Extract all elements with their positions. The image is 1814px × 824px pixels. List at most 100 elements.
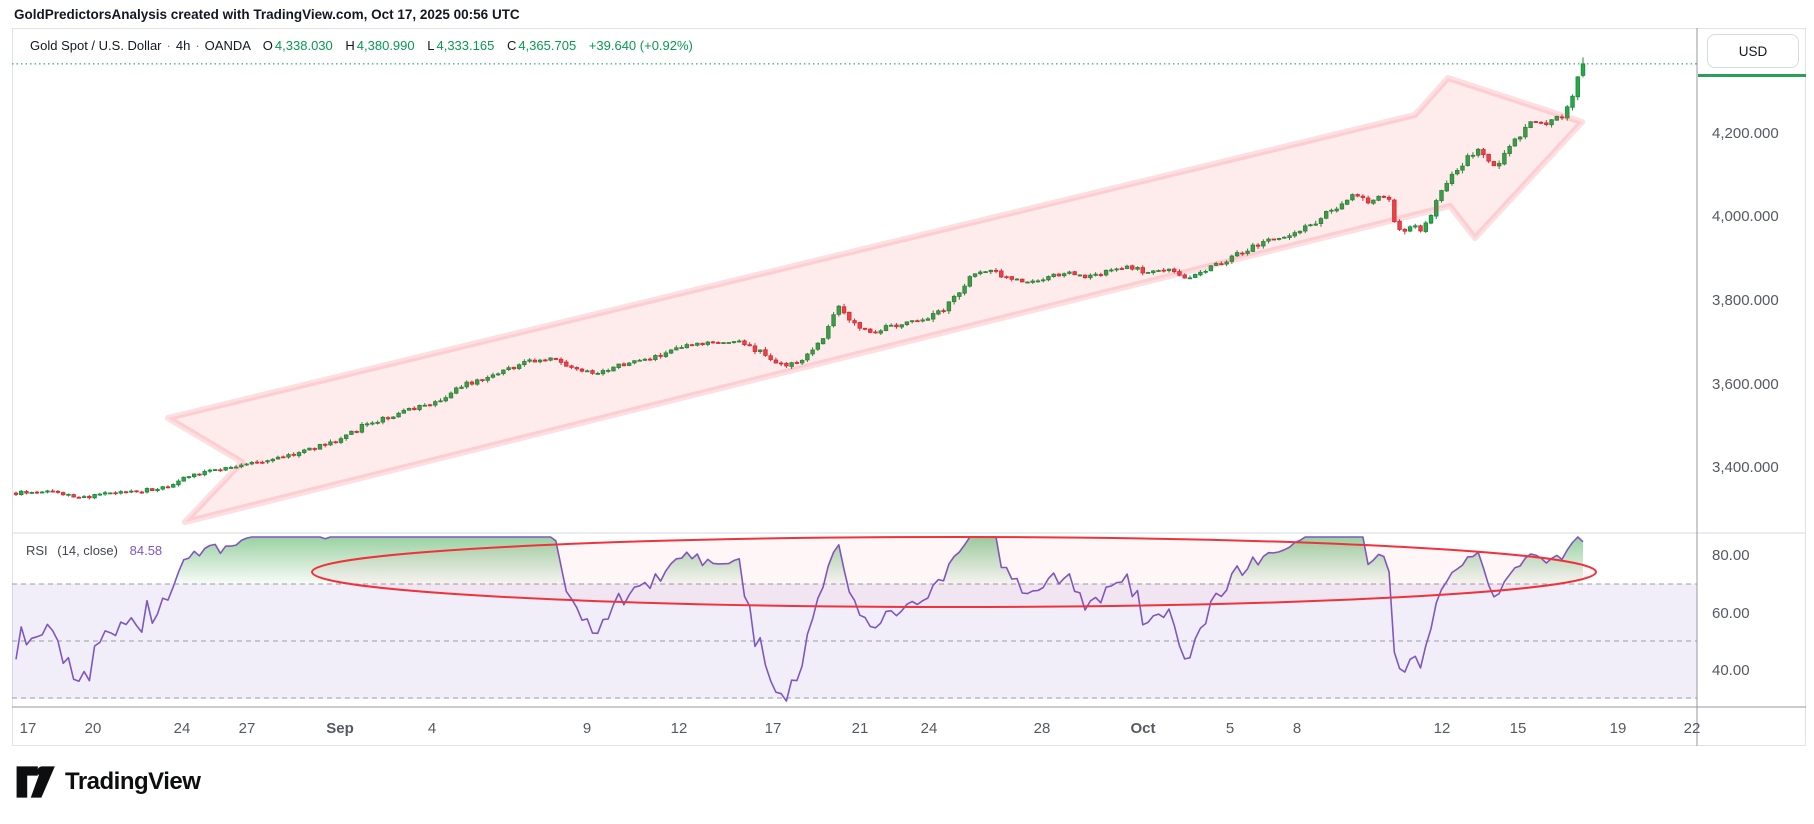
time-scale[interactable]: 17 20 24 27 Sep 4 9 12 17 21 24 28 Oct 5 8 12 15 19 22 [20,720,1701,737]
candle-body [354,431,359,433]
candle-body [1276,238,1282,240]
candle-body [13,492,19,495]
candle-body [254,461,260,464]
symbol-legend: Gold Spot / U.S. Dollar · 4h · OANDA O 4,338.… [30,38,693,53]
candle-body [45,490,50,493]
time-axis-label: 4 [428,720,436,737]
candle-body [700,342,705,345]
time-axis-label: 9 [583,720,591,737]
candle-body [689,344,695,347]
rsi-params: (14, close) [57,543,118,558]
candle-body [1219,263,1224,266]
time-axis-label: 17 [765,720,782,737]
candle-body [967,276,973,287]
candle-body [737,340,742,343]
candle-body [1109,269,1114,272]
candle-body [899,324,904,328]
candle-body [1135,267,1140,270]
currency-usd-button[interactable]: USD [1707,34,1799,68]
candle-body [1255,244,1261,247]
candle-body [1397,220,1402,230]
candle-body [291,453,296,456]
candle-body [1297,230,1303,234]
time-axis-label: Oct [1130,720,1155,737]
candle-body [155,488,160,492]
chart-canvas[interactable]: 4,200.000 4,000.000 3,800.000 3,600.000 3,40… [0,0,1814,750]
time-axis-label: 27 [239,720,256,737]
candle-body [1077,274,1083,277]
candle-body [1124,265,1130,269]
candle-body [978,271,983,275]
candle-body [930,313,936,320]
candle-body [19,490,24,496]
candle-body [1098,274,1104,276]
candle-body [223,467,228,471]
price-axis-label: 4,200.000 [1712,125,1779,142]
candle-body [1428,215,1434,224]
candle-body [102,492,108,495]
candle-body [396,412,401,418]
candle-body [626,362,632,366]
candle-body [653,355,658,360]
candle-body [207,469,213,472]
candle-body [171,484,176,488]
candle-body [1046,276,1051,281]
candle-body [1271,238,1276,241]
candle-body [831,314,836,327]
candle-body [29,491,34,494]
candle-body [805,353,810,361]
tradingview-logo[interactable]: TradingView [15,765,201,799]
candle-body [474,379,480,385]
candle-body [684,344,690,349]
candle-body [1250,244,1256,252]
candle-body [1533,121,1539,123]
candle-body [370,422,375,425]
candle-body [579,368,585,372]
candle-body [469,381,475,385]
time-axis-label: 24 [174,720,191,737]
candle-body [1402,228,1408,232]
candle-body [1580,63,1586,76]
candle-body [951,295,957,303]
price-scale[interactable]: 4,200.000 4,000.000 3,800.000 3,600.000 3,40… [1712,125,1779,679]
candle-body [1491,161,1497,167]
time-axis-label: 20 [85,720,102,737]
candle-body [1413,225,1418,228]
candle-body [427,404,433,407]
candle-body [265,460,270,463]
candle-body [773,359,779,364]
candle-body [946,301,952,312]
candle-body [1224,261,1229,265]
candle-body [1517,136,1523,140]
candle-body [894,324,899,328]
candle-body [1030,280,1035,283]
candle-body [569,365,574,368]
candle-body [343,434,349,439]
candle-body [1213,262,1219,266]
candle-body [710,341,716,344]
candle-body [558,358,564,363]
candle-body [585,370,590,373]
rsi-title: RSI [26,543,48,558]
candle-body [364,423,370,426]
candle-body [1376,195,1381,201]
candle-body [1177,271,1182,276]
candle-body [129,490,134,493]
candle-body [1067,271,1072,274]
candle-body [826,326,831,339]
candle-body [1470,154,1476,157]
candle-body [564,361,569,367]
candle-body [1093,273,1098,276]
time-axis-label: 12 [1434,720,1451,737]
candle-body [1161,269,1166,272]
candle-body [784,362,789,367]
candle-body [1035,280,1041,283]
candle-body [144,488,150,493]
candle-body [920,319,925,322]
candle-body [1475,148,1481,156]
candle-body [1140,267,1145,274]
candle-body [1166,268,1172,272]
candle-body [1439,190,1444,202]
attribution-header: GoldPredictorsAnalysis created with Trad… [14,7,520,22]
rsi-line [15,536,1584,702]
